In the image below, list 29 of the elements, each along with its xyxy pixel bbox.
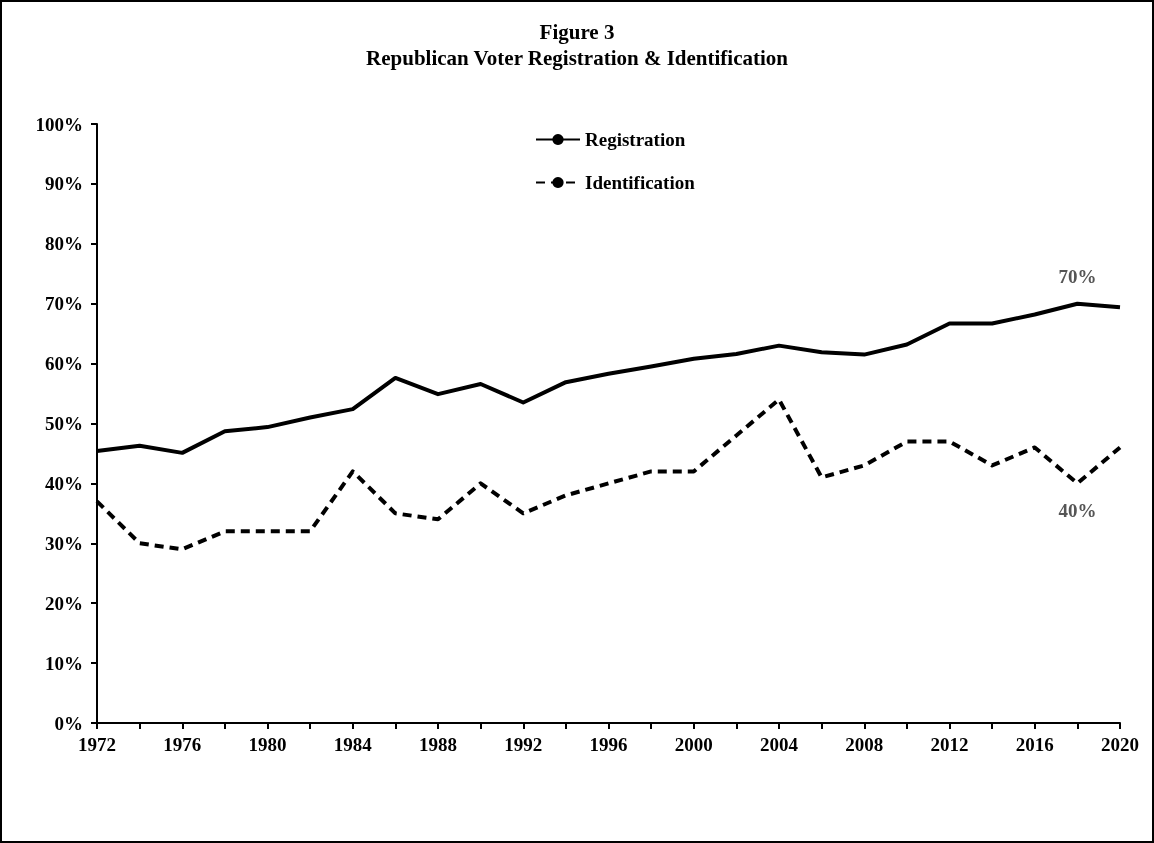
x-tick-label: 2016 — [1015, 734, 1054, 755]
y-tick-label: 30% — [45, 532, 83, 554]
data-label: 40% — [1058, 500, 1097, 522]
y-tick-label: 90% — [45, 173, 83, 195]
legend-label: Registration — [585, 129, 686, 150]
x-tick-label: 2000 — [674, 734, 713, 755]
x-tick-label: 2012 — [930, 734, 969, 755]
y-tick-label: 70% — [45, 293, 83, 315]
x-tick-label: 1980 — [248, 734, 287, 755]
chart-title: Figure 3 Republican Voter Registration & Identification — [366, 20, 789, 70]
y-tick-label: 80% — [45, 233, 83, 255]
y-tick-label: 0% — [54, 712, 83, 734]
data-label: 70% — [1058, 265, 1097, 287]
y-tick-label: 40% — [45, 472, 83, 494]
x-tick-label: 1992 — [504, 734, 543, 755]
y-tick-label: 10% — [45, 652, 83, 674]
legend-label: Identification — [585, 172, 696, 193]
x-tick-label: 1996 — [589, 734, 628, 755]
x-tick-label: 2020 — [1101, 734, 1139, 755]
x-tick-label: 1976 — [163, 734, 202, 755]
x-tick-label: 2004 — [760, 734, 799, 755]
x-tick-label: 1988 — [419, 734, 457, 755]
y-tick-label: 100% — [35, 113, 83, 135]
y-tick-label: 60% — [45, 353, 83, 375]
y-tick-label: 50% — [45, 413, 83, 434]
x-tick-label: 1972 — [78, 734, 116, 755]
y-tick-label: 20% — [45, 592, 83, 614]
x-tick-label: 1984 — [333, 734, 373, 755]
x-tick-label: 2008 — [845, 734, 884, 755]
